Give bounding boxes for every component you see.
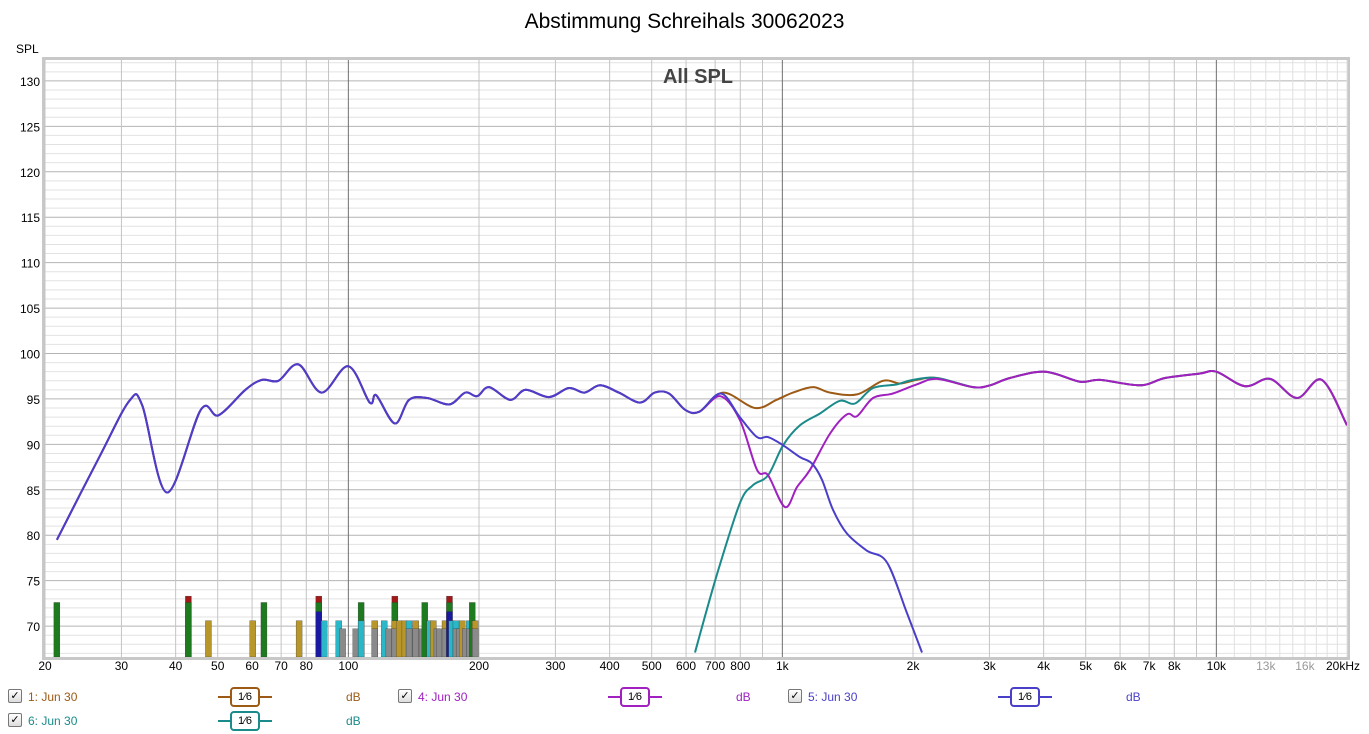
x-tick-label: 13k [1256,659,1276,673]
mode-marker-bar [185,602,192,657]
series-visibility-checkbox[interactable]: ✓ [8,713,22,727]
chart-subtitle: All SPL [663,66,733,88]
mode-marker-bar [205,620,212,657]
x-tick-label: 200 [469,659,489,673]
y-tick-label: 85 [27,484,41,498]
mode-marker-bar [412,628,419,657]
mode-marker-bar [295,620,303,657]
smoothing-button[interactable]: 1⁄6 [620,687,650,707]
series-visibility-checkbox[interactable]: ✓ [788,689,802,703]
x-tick-label: 700 [705,659,725,673]
x-tick-label: 80 [300,659,314,673]
x-tick-label: 10k [1207,659,1227,673]
x-tick-label: 16k [1295,659,1315,673]
y-tick-label: 70 [27,620,41,634]
curves [56,363,1347,653]
smoothing-line-sample: 1⁄6 [998,687,1052,707]
mode-markers [53,595,479,657]
smoothing-line-sample: 1⁄6 [608,687,662,707]
x-tick-label: 800 [730,659,750,673]
mode-marker-bar [352,628,359,657]
x-tick-label: 100 [338,659,358,673]
x-tick-label: 30 [115,659,129,673]
spl-chart[interactable]: 70 75 80 85 90 95 100 105 110 115 120 125 130 20 30 40 5… [0,0,1369,680]
x-tick-label: 2k [907,659,921,673]
y-tick-label: 95 [27,393,41,407]
mode-marker-bar [53,602,61,657]
x-tick-label: 4k [1037,659,1051,673]
unit-label: dB [346,690,361,704]
mode-marker-bar [385,628,393,657]
x-tick-label: 300 [545,659,565,673]
x-tick-label: 400 [600,659,620,673]
series-label: 6: Jun 30 [28,714,78,728]
mode-marker-bar [260,602,268,657]
y-tick-label: 75 [27,575,41,589]
series-visibility-checkbox[interactable]: ✓ [8,689,22,703]
y-tick-label: 100 [20,348,40,362]
x-tick-label: 5k [1079,659,1093,673]
smoothing-button[interactable]: 1⁄6 [1010,687,1040,707]
y-tick-label: 80 [27,529,41,543]
series-visibility-checkbox[interactable]: ✓ [398,689,412,703]
mode-marker-bar [405,628,413,657]
smoothing-button[interactable]: 1⁄6 [230,687,260,707]
mode-marker-bar [315,611,322,657]
mode-marker-bar [321,620,328,657]
smoothing-line-sample: 1⁄6 [218,687,272,707]
unit-label: dB [346,714,361,728]
x-tick-label: 6k [1114,659,1128,673]
x-tick-label: 7k [1143,659,1157,673]
mode-marker-bar [371,628,378,657]
x-tick-label: 60 [245,659,259,673]
x-tick-label: 40 [169,659,183,673]
mode-marker-bar [472,628,479,657]
unit-label: dB [736,690,751,704]
mode-marker-bar [436,628,443,657]
series-label: 5: Jun 30 [808,690,858,704]
x-tick-label: 600 [676,659,696,673]
y-tick-label: 90 [27,438,41,452]
mode-marker-bar [339,628,346,657]
y-tick-label: 125 [20,120,40,134]
y-tick-label: 105 [20,302,40,316]
y-axis-label: SPL [16,42,39,56]
series-label: 4: Jun 30 [418,690,468,704]
y-tick-label: 130 [20,75,40,89]
y-tick-label: 120 [20,166,40,180]
x-tick-label: 3k [983,659,997,673]
mode-marker-bar [396,620,403,657]
x-tick-label: 70 [274,659,288,673]
x-tick-label: 1k [776,659,790,673]
series-label: 1: Jun 30 [28,690,78,704]
x-tick-label: 500 [642,659,662,673]
unit-label: dB [1126,690,1141,704]
smoothing-button[interactable]: 1⁄6 [230,711,260,731]
x-tick-label: 20 [38,659,52,673]
x-tick-label: 50 [211,659,225,673]
y-tick-label: 115 [21,211,40,225]
mode-marker-bar [249,620,256,657]
x-tick-label: 8k [1168,659,1182,673]
chart-title: Abstimmung Schreihals 30062023 [524,10,845,33]
series-line-5 [56,363,923,653]
plot-area [45,60,1347,657]
y-tick-label: 110 [21,257,40,271]
mode-marker-bar [357,620,365,657]
smoothing-line-sample: 1⁄6 [218,711,272,731]
x-tick-label: 20kHz [1326,659,1360,673]
